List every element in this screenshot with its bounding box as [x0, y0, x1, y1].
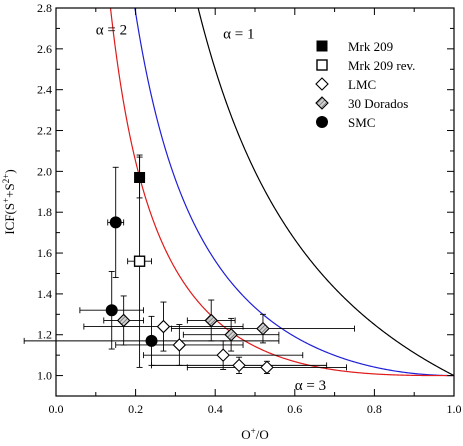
y-tick-label: 2.8: [37, 1, 52, 15]
y-tick-label: 1.2: [37, 328, 52, 342]
legend-label-mrk209: Mrk 209: [348, 39, 393, 54]
x-tick-label: 0.8: [367, 402, 382, 416]
legend-label-mrk209-rev: Mrk 209 rev.: [348, 58, 415, 73]
annotation-alpha-3: α = 3: [295, 378, 326, 394]
x-tick-label: 0.2: [128, 402, 143, 416]
legend-marker-mrk209-rev: [316, 59, 328, 71]
y-tick-label: 2.2: [37, 124, 52, 138]
point-lmc: [216, 348, 230, 362]
data-points: [105, 171, 274, 375]
model-curves: [109, 8, 454, 377]
y-tick-label: 1.6: [37, 246, 52, 260]
legend-label-smc: SMC: [348, 115, 375, 130]
y-tick-label: 2.4: [37, 83, 52, 97]
point-mrk-209: [134, 171, 146, 183]
x-tick-label: 0.4: [208, 402, 223, 416]
y-tick-label: 1.0: [37, 369, 52, 383]
point-30-dorados: [116, 313, 131, 328]
curve-alpha-3: [109, 8, 454, 377]
y-tick-label: 1.8: [37, 205, 52, 219]
y-tick-label: 2.6: [37, 42, 52, 56]
legend-marker-30-dorados: [315, 96, 329, 110]
y-axis-label: ICF(S++S2+): [1, 169, 17, 234]
point-30-dorados: [256, 321, 270, 336]
point-30-dorados: [224, 327, 238, 342]
point-lmc: [260, 360, 274, 375]
annotation-alpha-2: α = 2: [96, 23, 127, 39]
legend-label-lmc: LMC: [348, 77, 376, 92]
legend-marker-lmc: [315, 77, 329, 91]
y-tick-label: 1.4: [37, 287, 52, 301]
error-bars: [23, 154, 355, 374]
point-30-dorados: [204, 313, 218, 328]
legend-marker-mrk209: [316, 40, 328, 52]
curve-alpha-2: [134, 8, 454, 377]
point-smc: [105, 304, 118, 317]
legend: Mrk 209 Mrk 209 rev. LMC 30 Dorados SMC: [315, 39, 415, 130]
point-mrk-209-rev: [133, 255, 146, 267]
axis-ticks: 0.0 0.2 0.4 0.6 0.8 1.0 1.0 1.2 1.4 1.6 1.8 2.0 2.2 2…: [37, 1, 462, 416]
point-smc: [145, 334, 158, 347]
point-lmc: [172, 338, 187, 352]
point-smc: [109, 216, 122, 229]
x-tick-label: 1.0: [447, 402, 462, 416]
curve-alpha-1: [197, 8, 454, 377]
x-tick-label: 0.6: [287, 402, 302, 416]
legend-marker-smc: [316, 116, 328, 128]
annotation-alpha-1: α = 1: [223, 27, 254, 43]
y-tick-label: 2.0: [37, 164, 52, 178]
point-lmc: [156, 319, 171, 334]
point-lmc: [232, 358, 246, 373]
legend-label-30-dorados: 30 Dorados: [348, 96, 408, 111]
x-axis-label: O+/O: [241, 426, 268, 442]
x-tick-label: 0.0: [49, 402, 64, 416]
